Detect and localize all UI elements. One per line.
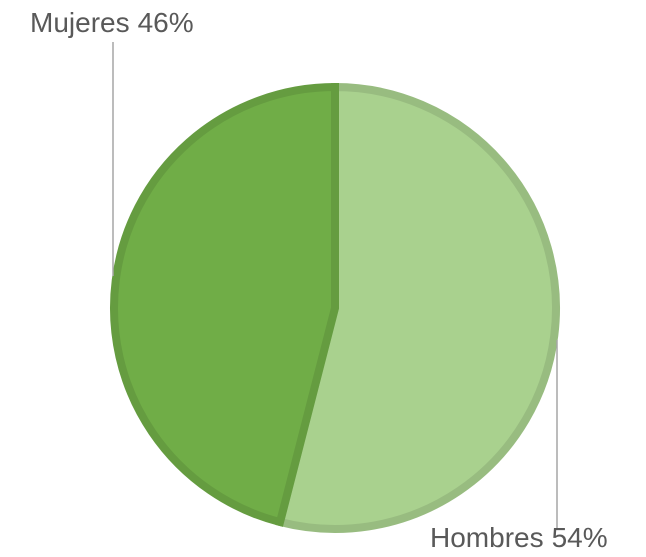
value-label: 46% [138, 7, 194, 38]
category-label: Mujeres [30, 7, 130, 38]
data-label: Hombres 54% [430, 522, 608, 553]
pie-slice [110, 82, 339, 527]
data-label: Mujeres 46% [30, 7, 194, 38]
pie-slice [275, 82, 560, 533]
value-label: 54% [552, 522, 608, 553]
category-label: Hombres [430, 522, 544, 553]
